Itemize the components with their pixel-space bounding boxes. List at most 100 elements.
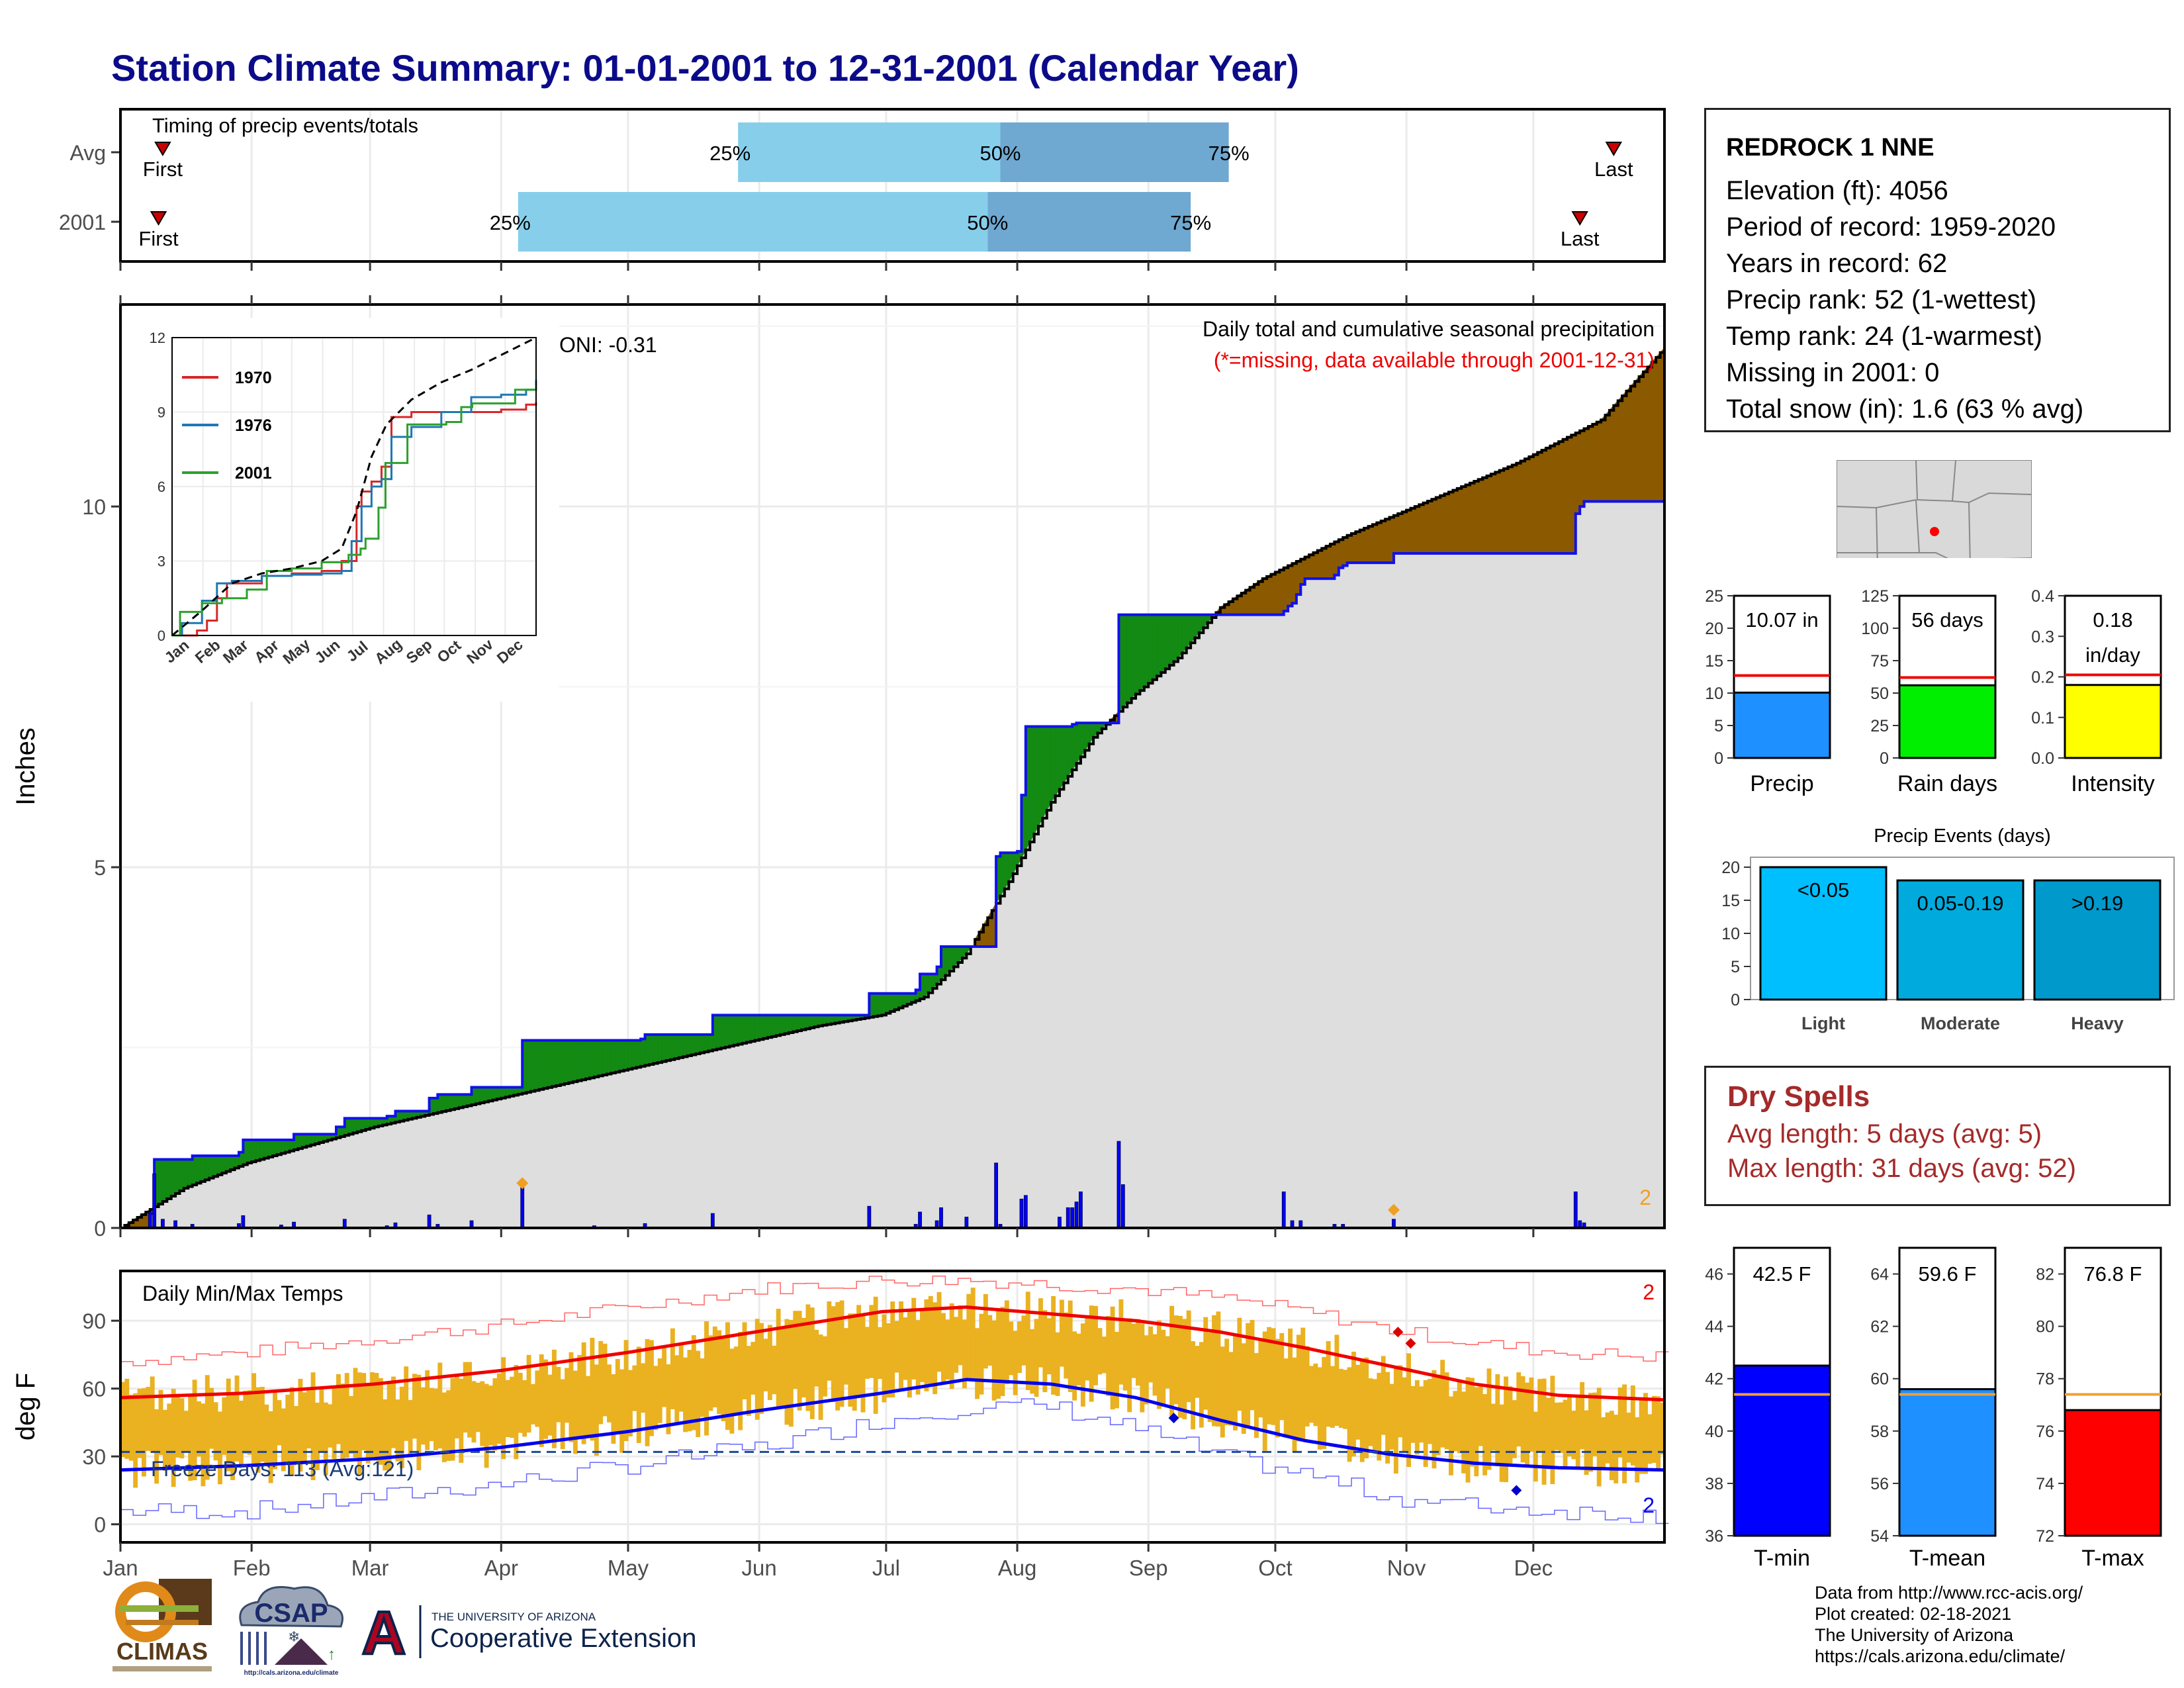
daily-temp-bar	[797, 1311, 802, 1411]
daily-temp-bar	[1144, 1335, 1149, 1405]
daily-temp-bar	[492, 1378, 498, 1451]
daily-temp-bar	[429, 1387, 434, 1442]
daily-temp-bar	[696, 1350, 701, 1437]
dry-spells-max: Max length: 31 days (avg: 52)	[1727, 1154, 2076, 1183]
surplus-slice	[1139, 614, 1145, 692]
temp-bar-tick: 54	[1870, 1527, 1889, 1546]
surplus-slice	[615, 1040, 620, 1073]
station-name: REDROCK 1 NNE	[1726, 134, 1934, 162]
surplus-slice	[780, 1015, 786, 1035]
surplus-slice	[589, 1040, 595, 1078]
daily-temp-bar	[1626, 1412, 1631, 1463]
daily-temp-bar	[882, 1314, 887, 1403]
surplus-slice	[1165, 614, 1170, 670]
timing-chart: Timing of precip events/totals Avg 25% 50% 7…	[59, 108, 1666, 271]
deficit-slice	[1520, 458, 1525, 554]
daily-temp-bar	[556, 1367, 561, 1423]
surplus-slice	[1135, 614, 1140, 695]
inset-frame	[171, 337, 537, 636]
surplus-slice	[200, 1155, 206, 1182]
daily-temp-bar	[733, 1346, 739, 1414]
daily-temp-bar	[167, 1403, 172, 1469]
y-axis-label: Inches	[11, 727, 40, 806]
daily-temp-bar	[641, 1363, 646, 1413]
daily-temp-bar	[1122, 1321, 1128, 1391]
daily-temp-bar	[281, 1408, 286, 1472]
daily-temp-bar	[387, 1382, 392, 1472]
deficit-slice	[1444, 491, 1449, 554]
y-tick-label: 90	[82, 1309, 106, 1333]
daily-temp-bar	[383, 1399, 388, 1471]
daily-temp-bar	[754, 1319, 760, 1420]
surplus-slice	[649, 1034, 654, 1065]
surplus-slice	[653, 1034, 659, 1064]
daily-temp-bar	[1398, 1365, 1403, 1438]
daily-precip-bar	[148, 1213, 152, 1229]
daily-temp-bar	[979, 1313, 984, 1395]
daily-temp-bar	[1148, 1326, 1154, 1383]
daily-temp-bar	[162, 1409, 167, 1471]
daily-temp-bar	[1118, 1299, 1124, 1385]
events-tick: 10	[1721, 925, 1740, 943]
mini-bar	[2064, 684, 2162, 759]
station-line: Total snow (in): 1.6 (63 % avg)	[1726, 395, 2084, 424]
precip-base-area	[120, 501, 1664, 1228]
surplus-slice	[213, 1155, 218, 1177]
daily-precip-bar	[241, 1215, 246, 1229]
surplus-slice	[251, 1139, 257, 1162]
daily-temp-bar	[209, 1387, 214, 1449]
daily-temp-bar	[1385, 1372, 1390, 1464]
temp-bar	[1733, 1364, 1831, 1537]
daily-temp-bar	[1317, 1367, 1322, 1450]
daily-temp-bar	[1614, 1415, 1619, 1483]
surplus-slice	[1173, 614, 1179, 663]
surplus-slice	[1042, 726, 1048, 819]
deficit-slice	[1584, 426, 1589, 502]
events-bar	[2033, 879, 2161, 1001]
temp-bar-label: T-min	[1754, 1546, 1810, 1571]
surplus-slice	[268, 1139, 273, 1158]
daily-temp-bar	[1220, 1346, 1225, 1438]
deficit-slice	[1533, 451, 1538, 554]
daily-temp-bar	[1093, 1305, 1099, 1385]
daily-temp-bar	[1004, 1300, 1009, 1385]
daily-temp-bar	[649, 1340, 654, 1436]
events-tick: 0	[1731, 991, 1740, 1009]
daily-temp-bar	[763, 1338, 768, 1391]
surplus-slice	[1055, 726, 1060, 797]
daily-temp-bar	[1228, 1352, 1234, 1426]
daily-temp-bar	[1584, 1410, 1589, 1476]
daily-temp-bar	[1300, 1327, 1306, 1439]
daily-temp-bar	[310, 1372, 316, 1480]
temp-bar-tick: 40	[1705, 1423, 1723, 1441]
daily-temp-bar	[662, 1347, 667, 1407]
daily-temp-bar	[188, 1396, 193, 1481]
month-label: Feb	[233, 1556, 271, 1580]
daily-temp-bar	[259, 1387, 265, 1462]
daily-temp-bar	[1326, 1340, 1331, 1427]
daily-temp-bar	[598, 1340, 604, 1425]
daily-temp-bar	[772, 1345, 777, 1395]
credit-line: The University of Arizona	[1815, 1625, 2014, 1645]
deficit-slice	[1634, 375, 1640, 502]
daily-temp-bar	[1338, 1368, 1343, 1429]
month-label: Aug	[998, 1556, 1037, 1580]
deficit-slice	[1465, 482, 1471, 554]
station-info-box: REDROCK 1 NNE Elevation (ft): 4056 Perio…	[1704, 108, 2171, 432]
y-tick-label: 0	[94, 1513, 106, 1537]
daily-temp-bar	[852, 1313, 857, 1411]
daily-temp-bar	[374, 1373, 379, 1461]
daily-temp-bar	[399, 1386, 404, 1468]
temp-bar-label: T-max	[2081, 1546, 2144, 1571]
events-title: Precip Events (days)	[1874, 825, 2051, 847]
daily-temp-bar	[1246, 1323, 1251, 1429]
daily-temp-bar	[1055, 1332, 1060, 1396]
daily-temp-bar	[1474, 1387, 1479, 1477]
daily-temp-bar	[818, 1335, 823, 1421]
inset-legend-label: 2001	[235, 464, 272, 483]
deficit-slice	[1503, 466, 1508, 554]
temp-bar-value: 59.6 F	[1919, 1262, 1977, 1286]
timing-bar-25-50	[738, 122, 1001, 182]
inset-y-tick: 0	[158, 628, 165, 644]
daily-temp-bar	[623, 1340, 629, 1441]
